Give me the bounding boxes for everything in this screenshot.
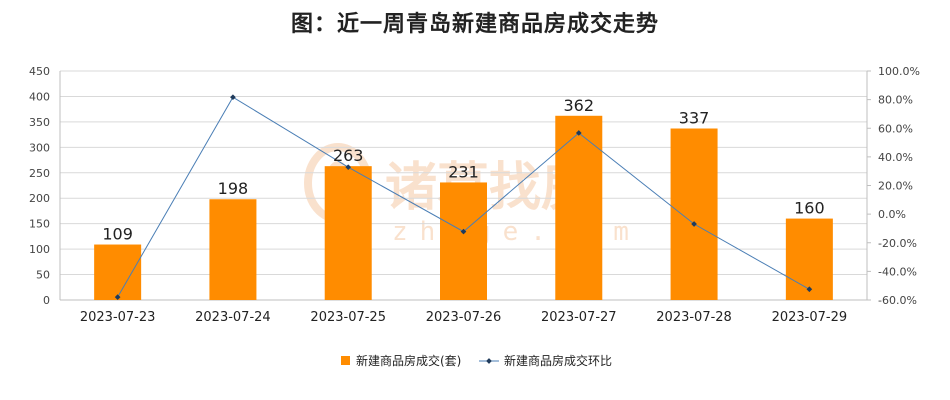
line-point [575,130,582,136]
line-series [114,94,813,300]
y-axis-tick-label: 50 [36,269,50,282]
bar [324,166,372,300]
bar-value-label: 337 [679,109,710,128]
y2-axis-tick-label: -20.0% [878,237,917,250]
y-axis-tick-label: 0 [43,294,50,307]
watermark-sub: zhuge.com [392,217,641,247]
bar-value-label: 160 [794,199,825,218]
line-point [114,294,121,300]
legend-line-label: 新建商品房成交环比 [504,353,612,368]
y2-axis-tick-label: 60.0% [878,122,913,135]
bar-value-label: 231 [448,162,479,181]
x-axis-tick-label: 2023-07-25 [310,310,386,325]
line-point [345,164,352,171]
y2-axis-tick-label: 20.0% [878,180,913,193]
x-axis-tick-label: 2023-07-28 [656,310,732,325]
y-axis-tick-label: 300 [29,141,50,154]
bar [440,182,487,300]
x-axis-tick-label: 2023-07-29 [772,310,848,325]
bar-value-label: 198 [218,179,249,198]
y-axis-tick-label: 200 [29,192,50,205]
axes: 0 50 100 150 200 250 300 350 400 450 -60.0% -40.0% -… [29,65,920,325]
y-axis-tick-label: 150 [29,218,50,231]
y2-axis-tick-label: 100.0% [878,65,920,78]
chart-title: 图：近一周青岛新建商品房成交走势 [290,12,659,37]
legend: 新建商品房成交(套) 新建商品房成交环比 [341,353,612,368]
legend-bar-label: 新建商品房成交(套) [356,353,461,368]
y-axis-tick-label: 400 [29,90,50,103]
y2-axis-tick-label: -40.0% [878,265,917,278]
x-axis-tick-label: 2023-07-23 [80,310,156,325]
line-point [806,286,813,293]
bar [785,218,833,300]
line-point [460,228,467,235]
bar [94,244,142,300]
y-axis-tick-label: 250 [29,167,50,180]
bar [670,128,718,300]
bar-value-label: 109 [102,225,133,244]
x-axis-tick-label: 2023-07-26 [426,310,502,325]
legend-line-marker [486,358,492,364]
data-labels: 109 198 263 231 362 337 160 [102,96,824,244]
bar [555,115,603,300]
y2-axis-tick-label: -60.0% [878,294,917,307]
x-axis-tick-label: 2023-07-24 [195,310,271,325]
y2-axis-tick-label: 0.0% [878,208,906,221]
bar-value-label: 263 [333,146,364,165]
y-axis-tick-label: 100 [29,243,50,256]
bar-value-label: 362 [564,96,595,115]
y2-axis-tick-label: 80.0% [878,94,913,107]
y2-axis-tick-label: 40.0% [878,151,913,164]
x-axis-tick-label: 2023-07-27 [541,310,617,325]
line-point [691,221,697,227]
bar [209,199,257,300]
bar-series [94,115,833,300]
legend-bar-swatch [341,356,350,365]
y-axis-tick-label: 450 [29,65,50,78]
y-axis-tick-label: 350 [29,116,50,129]
line-point [230,94,236,101]
